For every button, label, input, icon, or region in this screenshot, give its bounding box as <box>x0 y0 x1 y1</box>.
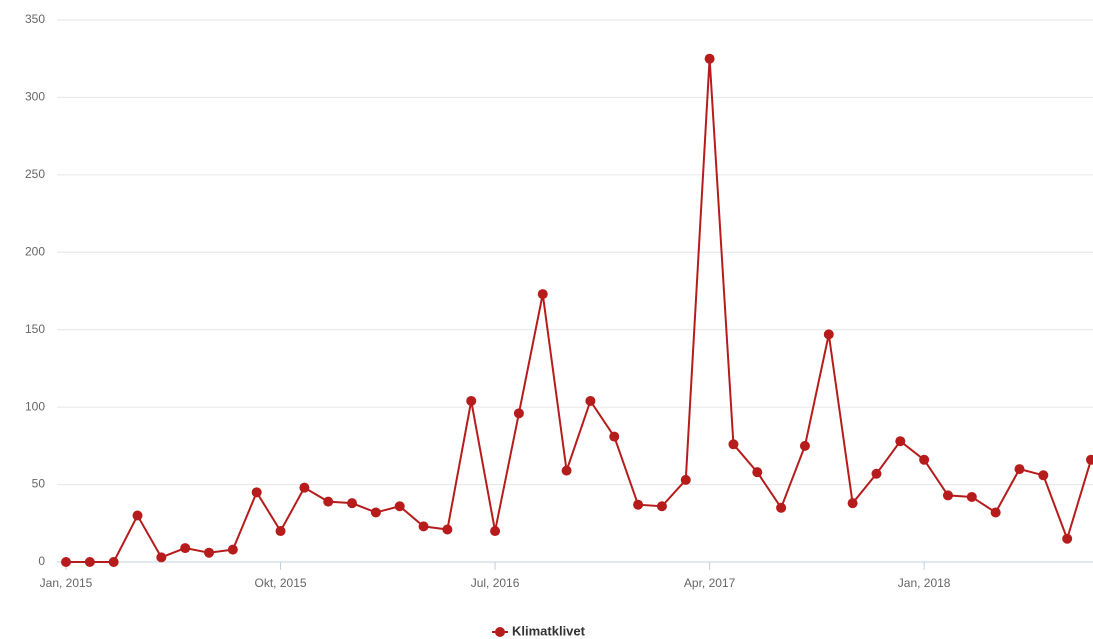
y-tick-label: 350 <box>25 12 45 26</box>
data-point <box>180 543 191 554</box>
data-point <box>61 557 71 567</box>
data-point <box>561 465 572 476</box>
data-point <box>156 552 167 563</box>
series-line <box>66 58 1092 563</box>
data-point <box>633 499 644 510</box>
y-tick-label: 250 <box>25 167 45 181</box>
data-point <box>895 436 906 447</box>
data-point <box>823 329 834 340</box>
data-point <box>919 454 930 465</box>
data-point <box>1062 533 1073 544</box>
x-tick-label: Okt, 2015 <box>255 576 307 590</box>
data-point <box>227 544 238 555</box>
data-point <box>871 468 882 479</box>
data-point <box>585 395 596 406</box>
x-tick-label: Jan, 2018 <box>898 576 951 590</box>
data-point <box>799 440 810 451</box>
data-point <box>966 491 977 502</box>
data-point <box>370 507 381 518</box>
data-point <box>394 501 405 512</box>
legend-marker <box>495 627 505 637</box>
data-point <box>656 501 667 512</box>
data-point <box>323 496 334 507</box>
data-point <box>1014 464 1025 475</box>
data-point <box>251 487 262 498</box>
legend-text: Klimatklivet <box>512 623 586 638</box>
data-point <box>132 510 143 521</box>
data-point <box>990 507 1001 518</box>
x-tick-label: Apr, 2017 <box>684 576 736 590</box>
y-tick-label: 100 <box>25 399 45 413</box>
data-point <box>752 467 763 478</box>
data-point <box>847 498 858 509</box>
data-point <box>490 526 501 537</box>
data-point <box>275 526 286 537</box>
data-point <box>84 557 95 567</box>
x-tick-label: Jul, 2016 <box>471 576 520 590</box>
data-point <box>704 53 715 64</box>
data-point <box>513 408 524 419</box>
data-point <box>418 521 429 532</box>
data-point <box>347 498 358 509</box>
data-point <box>728 439 739 450</box>
data-point <box>204 547 215 558</box>
data-point <box>1038 470 1049 481</box>
y-tick-label: 200 <box>25 244 45 258</box>
data-point <box>537 289 548 300</box>
y-tick-label: 150 <box>25 322 45 336</box>
data-point <box>776 502 787 513</box>
x-tick-label: Jan, 2015 <box>40 576 93 590</box>
data-point <box>466 395 477 406</box>
y-tick-label: 0 <box>38 554 45 568</box>
data-point <box>108 557 119 567</box>
data-point <box>442 524 453 535</box>
y-tick-label: 50 <box>32 477 46 491</box>
data-point <box>680 474 691 485</box>
y-tick-label: 300 <box>25 90 45 104</box>
data-point <box>299 482 310 493</box>
data-point <box>609 431 620 442</box>
data-point <box>1086 454 1093 465</box>
data-point <box>942 490 953 501</box>
